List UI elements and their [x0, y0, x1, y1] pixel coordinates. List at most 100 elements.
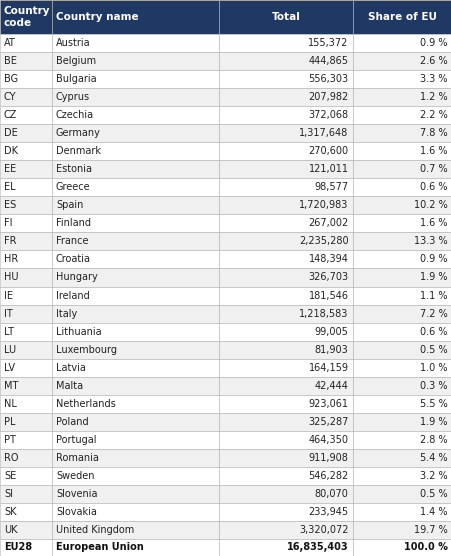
Text: EL: EL: [4, 182, 16, 192]
Bar: [52, 322, 219, 341]
Bar: [219, 106, 352, 124]
Text: Italy: Italy: [56, 309, 77, 319]
Bar: [219, 521, 352, 539]
Text: 7.2 %: 7.2 %: [419, 309, 447, 319]
Bar: [0, 215, 52, 232]
Bar: [219, 449, 352, 467]
Text: SE: SE: [4, 471, 16, 481]
Bar: [352, 160, 451, 178]
Bar: [0, 160, 52, 178]
Text: DK: DK: [4, 146, 18, 156]
Text: Latvia: Latvia: [56, 363, 86, 373]
Bar: [352, 449, 451, 467]
Text: 121,011: 121,011: [308, 164, 348, 174]
Text: 0.6 %: 0.6 %: [419, 326, 447, 336]
Text: FI: FI: [4, 219, 13, 229]
Text: CZ: CZ: [4, 110, 17, 120]
Text: 13.3 %: 13.3 %: [414, 236, 447, 246]
Text: 1.6 %: 1.6 %: [419, 219, 447, 229]
Text: 1,317,648: 1,317,648: [299, 128, 348, 138]
Text: 0.5 %: 0.5 %: [419, 345, 447, 355]
Text: HR: HR: [4, 255, 18, 265]
Bar: [352, 124, 451, 142]
Text: 99,005: 99,005: [314, 326, 348, 336]
Bar: [0, 467, 52, 485]
Bar: [0, 322, 52, 341]
Bar: [219, 52, 352, 70]
Bar: [219, 34, 352, 52]
Bar: [52, 196, 219, 215]
Bar: [352, 70, 451, 88]
Text: 2.2 %: 2.2 %: [419, 110, 447, 120]
Text: 1.9 %: 1.9 %: [419, 272, 447, 282]
Bar: [0, 88, 52, 106]
Text: 7.8 %: 7.8 %: [419, 128, 447, 138]
Bar: [352, 467, 451, 485]
Bar: [352, 215, 451, 232]
Text: 148,394: 148,394: [308, 255, 348, 265]
Text: United Kingdom: United Kingdom: [56, 525, 134, 535]
Text: 0.6 %: 0.6 %: [419, 182, 447, 192]
Bar: [352, 322, 451, 341]
Bar: [219, 142, 352, 160]
Text: 1,218,583: 1,218,583: [299, 309, 348, 319]
Text: 19.7 %: 19.7 %: [413, 525, 447, 535]
Text: Lithuania: Lithuania: [56, 326, 101, 336]
Bar: [0, 34, 52, 52]
Bar: [0, 449, 52, 467]
Bar: [219, 215, 352, 232]
Text: Belgium: Belgium: [56, 56, 96, 66]
Text: 42,444: 42,444: [314, 381, 348, 391]
Bar: [52, 413, 219, 431]
Text: 0.9 %: 0.9 %: [419, 255, 447, 265]
Text: 5.5 %: 5.5 %: [419, 399, 447, 409]
Bar: [52, 286, 219, 305]
Text: Greece: Greece: [56, 182, 90, 192]
Bar: [52, 485, 219, 503]
Bar: [0, 395, 52, 413]
Bar: [52, 0, 219, 34]
Text: Total: Total: [271, 12, 299, 22]
Text: BG: BG: [4, 74, 18, 84]
Text: Estonia: Estonia: [56, 164, 92, 174]
Text: 10.2 %: 10.2 %: [413, 200, 447, 210]
Text: 0.7 %: 0.7 %: [419, 164, 447, 174]
Bar: [52, 359, 219, 376]
Text: FR: FR: [4, 236, 17, 246]
Bar: [219, 88, 352, 106]
Text: 464,350: 464,350: [308, 435, 348, 445]
Bar: [352, 485, 451, 503]
Bar: [0, 305, 52, 322]
Text: Sweden: Sweden: [56, 471, 94, 481]
Text: 81,903: 81,903: [314, 345, 348, 355]
Bar: [0, 286, 52, 305]
Bar: [219, 467, 352, 485]
Text: 100.0 %: 100.0 %: [403, 543, 447, 553]
Text: 98,577: 98,577: [314, 182, 348, 192]
Text: Germany: Germany: [56, 128, 101, 138]
Text: 444,865: 444,865: [308, 56, 348, 66]
Text: 3.3 %: 3.3 %: [419, 74, 447, 84]
Bar: [352, 88, 451, 106]
Text: 5.4 %: 5.4 %: [419, 453, 447, 463]
Text: 2,235,280: 2,235,280: [298, 236, 348, 246]
Bar: [219, 376, 352, 395]
Text: 556,303: 556,303: [308, 74, 348, 84]
Text: BE: BE: [4, 56, 17, 66]
Bar: [219, 250, 352, 269]
Bar: [0, 232, 52, 250]
Text: 2.8 %: 2.8 %: [419, 435, 447, 445]
Bar: [0, 521, 52, 539]
Bar: [352, 503, 451, 521]
Text: AT: AT: [4, 38, 16, 48]
Bar: [0, 413, 52, 431]
Bar: [52, 539, 219, 556]
Bar: [52, 34, 219, 52]
Text: Hungary: Hungary: [56, 272, 97, 282]
Bar: [352, 395, 451, 413]
Text: CY: CY: [4, 92, 17, 102]
Text: Cyprus: Cyprus: [56, 92, 90, 102]
Bar: [0, 70, 52, 88]
Bar: [52, 521, 219, 539]
Text: 80,070: 80,070: [314, 489, 348, 499]
